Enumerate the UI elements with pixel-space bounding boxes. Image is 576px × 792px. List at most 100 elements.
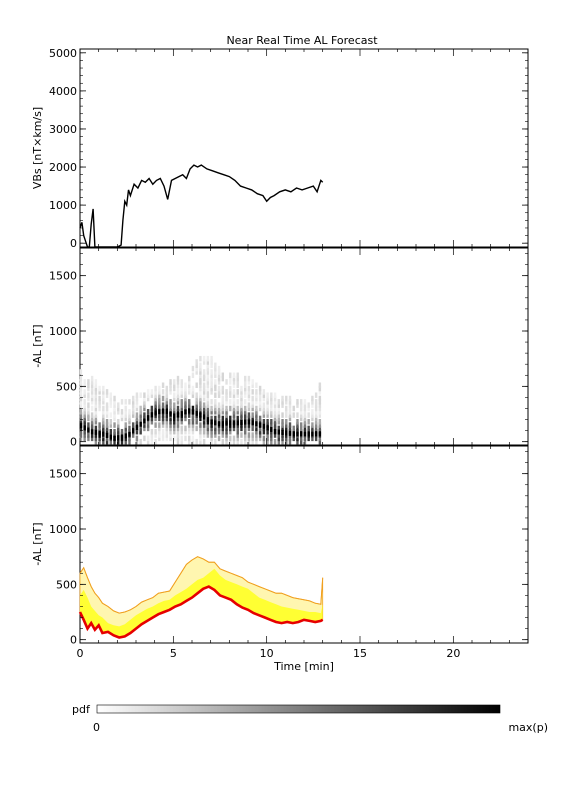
pdf-cell: [217, 402, 221, 408]
pdf-cell: [247, 422, 251, 428]
pdf-cell: [109, 402, 112, 408]
pdf-cell: [165, 399, 168, 405]
pdf-cell: [202, 409, 206, 415]
pdf-cell: [146, 435, 150, 442]
pdf-mode-cell: [176, 412, 180, 418]
pdf-cell: [188, 438, 191, 445]
pdf-cell: [90, 435, 94, 442]
pdf-cell: [132, 395, 135, 402]
pdf-cell: [214, 385, 217, 392]
pdf-cell: [113, 412, 116, 418]
pdf-cell: [94, 379, 98, 385]
y-tick-label: 1500: [49, 468, 77, 481]
pdf-cell: [139, 405, 142, 412]
pdf-cell: [240, 409, 243, 415]
pdf-cell: [154, 438, 157, 445]
pdf-cell: [199, 432, 202, 438]
pdf-cell: [120, 412, 124, 418]
pdf-cell: [169, 385, 172, 392]
pdf-cell: [79, 379, 83, 385]
pdf-mode-cell: [83, 425, 86, 431]
pdf-cell: [307, 435, 310, 442]
pdf-mode-cell: [202, 414, 206, 420]
pdf-cell: [83, 382, 86, 388]
pdf-cell: [154, 432, 157, 438]
pdf-cell: [169, 419, 172, 425]
pdf-cell: [202, 405, 206, 412]
pdf-cell: [94, 389, 98, 395]
pdf-cell: [102, 385, 105, 392]
pdf-cell: [210, 432, 213, 438]
pdf-cell: [161, 395, 165, 402]
pdf-cell: [214, 409, 217, 415]
pdf-mode-cell: [158, 409, 161, 415]
pdf-cell: [240, 395, 243, 402]
y-tick-label: 4000: [49, 85, 77, 98]
pdf-cell: [247, 405, 251, 412]
pdf-cell: [273, 419, 277, 425]
pdf-cell: [311, 425, 314, 432]
pdf-cell: [113, 409, 116, 415]
pdf-cell: [188, 382, 191, 388]
pdf-cell: [195, 395, 198, 402]
pdf-cell: [199, 372, 202, 379]
pdf-cell: [120, 415, 124, 422]
upper-envelope-line: [79, 556, 324, 614]
pdf-cell: [270, 409, 273, 415]
pdf-mode-cell: [210, 419, 213, 425]
pdf-cell: [98, 425, 101, 432]
pdf-cell: [105, 425, 109, 432]
pdf-cell: [210, 389, 213, 395]
pdf-cell: [113, 415, 116, 422]
pdf-cell: [232, 405, 236, 412]
pdf-cell: [217, 385, 221, 392]
pdf-cell: [143, 395, 146, 402]
pdf-cell: [244, 425, 247, 432]
pdf-cell: [277, 435, 280, 442]
pdf-cell: [244, 385, 247, 392]
pdf-cell: [281, 438, 284, 445]
al-forecast-band-layer: [78, 556, 324, 639]
pdf-cell: [176, 425, 180, 432]
pdf-cell: [277, 425, 280, 432]
pdf-cell: [217, 412, 221, 418]
pdf-cell: [195, 362, 198, 369]
pdf-cell: [165, 402, 168, 408]
pdf-cell: [180, 435, 183, 442]
pdf-cell: [225, 412, 228, 418]
pdf-cell: [87, 382, 90, 388]
pdf-mode-cell: [135, 425, 139, 431]
pdf-cell: [206, 395, 210, 402]
pdf-cell: [221, 372, 224, 379]
pdf-cell: [79, 425, 83, 432]
pdf-cell: [251, 412, 254, 418]
pdf-cell: [258, 405, 262, 412]
pdf-cell: [150, 409, 154, 415]
pdf-cell: [210, 385, 213, 392]
pdf-cell: [258, 389, 262, 395]
pdf-cell: [221, 428, 224, 435]
x-tick-label: 5: [170, 647, 177, 660]
pdf-cell: [90, 392, 94, 398]
pdf-cell: [176, 375, 180, 382]
pdf-mode-cell: [180, 411, 183, 417]
pdf-cell: [146, 395, 150, 402]
pdf-cell: [217, 379, 221, 385]
pdf-cell: [105, 419, 109, 425]
pdf-cell: [87, 402, 90, 408]
pdf-cell: [191, 422, 195, 428]
pdf-cell: [221, 399, 224, 405]
pdf-cell: [102, 399, 105, 405]
pdf-cell: [244, 415, 247, 422]
pdf-cell: [191, 389, 195, 395]
y-tick-label: 1000: [49, 523, 77, 536]
pdf-mode-cell: [98, 430, 101, 436]
pdf-mode-cell: [128, 431, 131, 437]
pdf-cell: [199, 362, 202, 369]
pdf-cell: [135, 412, 139, 418]
pdf-mode-cell: [184, 409, 187, 415]
pdf-cell: [247, 435, 251, 442]
pdf-cell: [262, 412, 266, 418]
pdf-cell: [262, 402, 266, 408]
pdf-mode-cell: [307, 431, 310, 437]
